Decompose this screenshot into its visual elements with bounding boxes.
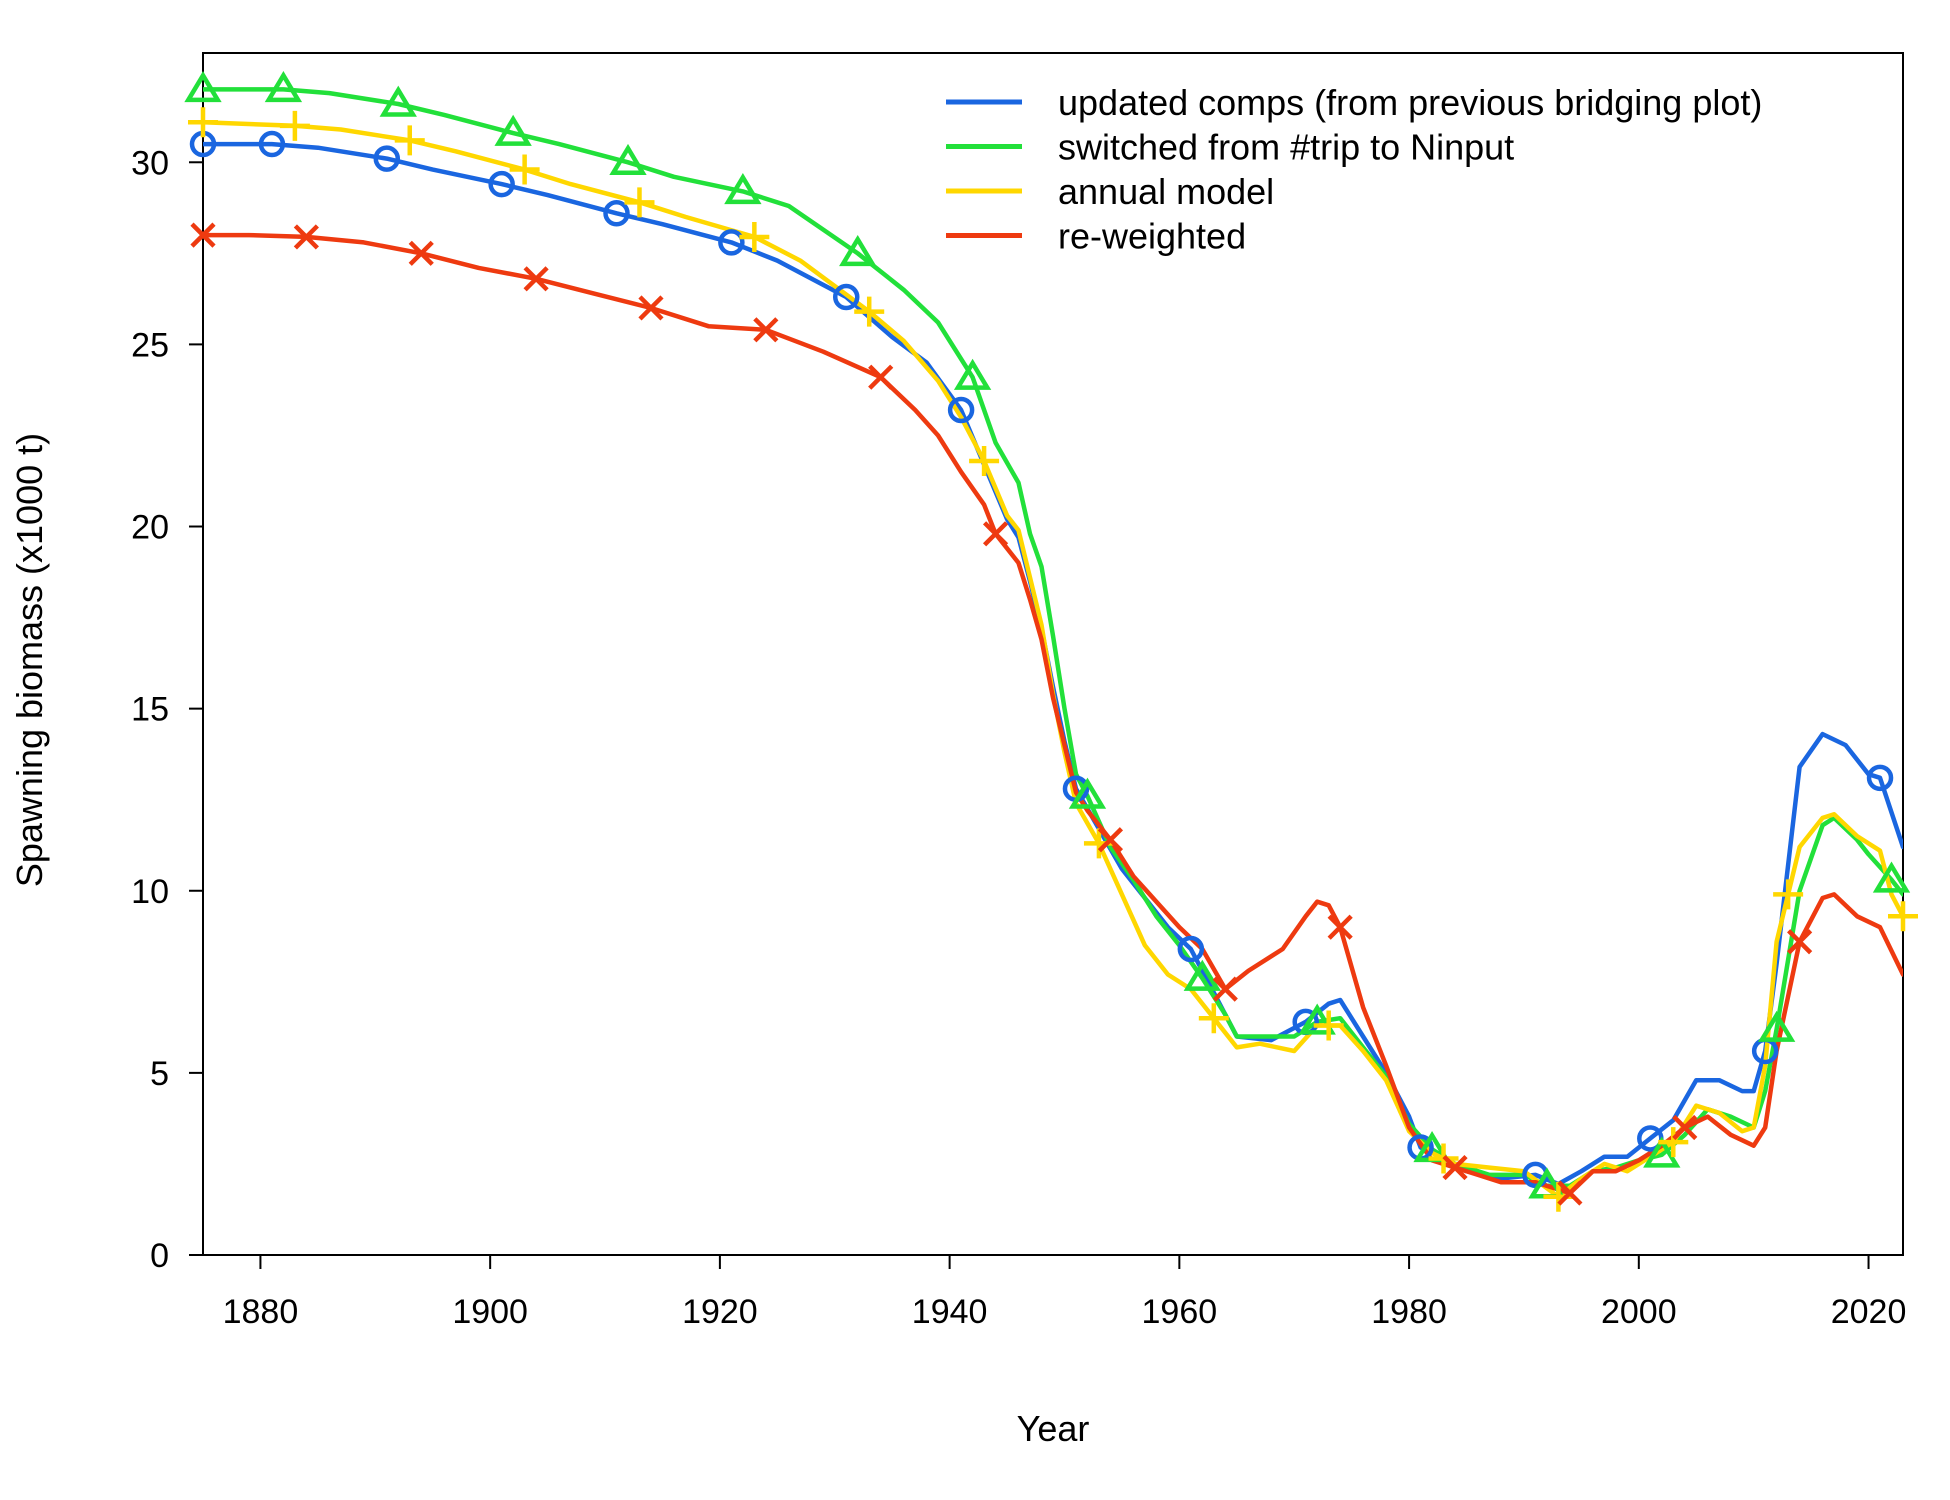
- x-tick-label: 1980: [1371, 1293, 1447, 1331]
- series-1-marker: [947, 396, 975, 424]
- y-tick-label: 10: [131, 873, 169, 911]
- legend-label-3: annual model: [1058, 171, 1274, 212]
- series-1-marker: [1177, 935, 1205, 963]
- series-line-3: [203, 119, 1903, 1199]
- series-2-marker: [724, 173, 762, 205]
- series-3-marker: [1313, 1010, 1344, 1041]
- series-2-marker: [184, 71, 222, 103]
- series-2-marker: [609, 143, 647, 176]
- x-tick-label: 1960: [1142, 1293, 1218, 1331]
- series-4-marker: [190, 222, 216, 248]
- series-4-marker: [1787, 929, 1813, 955]
- legend-label-4: re-weighted: [1058, 216, 1246, 257]
- series-2-marker: [1183, 959, 1221, 991]
- series-line-2: [203, 87, 1903, 1189]
- series-3-marker: [188, 107, 218, 138]
- series-2-marker: [379, 85, 417, 117]
- series-4-marker: [523, 266, 549, 292]
- x-tick-label: 2020: [1831, 1293, 1907, 1331]
- series-4-marker: [1672, 1114, 1698, 1141]
- series-3-marker: [1888, 901, 1918, 932]
- y-axis-title: Spawning biomass (x1000 t): [9, 433, 50, 887]
- series-2-marker: [839, 234, 877, 267]
- series-1-marker: [258, 130, 286, 158]
- series-4-marker: [1097, 827, 1124, 853]
- x-axis-title: Year: [1017, 1408, 1090, 1449]
- series-4-marker: [638, 295, 664, 321]
- series-line-1: [203, 141, 1903, 1187]
- legend-label-1: updated comps (from previous bridging pl…: [1058, 82, 1762, 123]
- y-tick-label: 25: [131, 326, 169, 364]
- series-4-marker: [1212, 976, 1238, 1002]
- series-4-marker: [293, 224, 319, 250]
- plot-frame: [202, 52, 1904, 1256]
- series-markers-layer: [184, 71, 1918, 1212]
- series-2-marker: [1298, 1003, 1336, 1035]
- series-3-marker: [509, 154, 540, 185]
- series-1-marker: [718, 229, 745, 256]
- series-1-marker: [603, 200, 630, 227]
- series-lines-layer: [203, 87, 1903, 1199]
- axes-layer: 1880 1900 1920 1940 1960 1980 2000 2020 0 5 10 15 20…: [131, 52, 1907, 1331]
- x-tick-label: 1900: [452, 1293, 528, 1331]
- legend: updated comps (from previous bridging pl…: [946, 82, 1762, 257]
- series-3-marker: [1198, 1003, 1229, 1034]
- series-2-marker: [1068, 777, 1107, 809]
- series-2-marker: [494, 114, 532, 146]
- legend-label-2: switched from #trip to Ninput: [1058, 127, 1514, 168]
- x-tick-label: 1940: [912, 1293, 988, 1331]
- series-3-marker: [739, 221, 770, 252]
- series-line-4: [203, 232, 1903, 1196]
- series-1-marker: [373, 145, 401, 172]
- x-tick-label: 1880: [223, 1293, 299, 1331]
- series-3-marker: [394, 125, 425, 156]
- series-2-marker: [1757, 1010, 1796, 1042]
- series-4-marker: [1557, 1180, 1583, 1206]
- y-tick-label: 5: [150, 1055, 169, 1093]
- series-2-marker: [1643, 1136, 1681, 1168]
- series-3-marker: [279, 110, 310, 141]
- series-4-marker: [753, 317, 779, 343]
- series-2-marker: [953, 358, 992, 390]
- x-tick-label: 2000: [1601, 1293, 1677, 1331]
- series-3-marker: [1658, 1127, 1689, 1158]
- series-3-marker: [1773, 879, 1804, 910]
- y-tick-label: 15: [131, 691, 169, 729]
- series-4-marker: [982, 521, 1009, 547]
- series-3-marker: [624, 187, 655, 218]
- series-4-marker: [868, 364, 894, 390]
- y-tick-label: 20: [131, 509, 169, 547]
- y-tick-label: 0: [150, 1237, 169, 1275]
- series-2-marker: [1872, 861, 1911, 893]
- series-1-marker: [488, 170, 515, 198]
- x-tick-label: 1920: [682, 1293, 758, 1331]
- series-1-marker: [1866, 764, 1894, 792]
- series-4-marker: [408, 240, 434, 266]
- series-2-marker: [264, 71, 303, 103]
- y-tick-label: 30: [131, 144, 169, 182]
- series-4-marker: [1442, 1154, 1468, 1181]
- series-1-marker: [832, 283, 860, 311]
- series-4-marker: [1327, 914, 1353, 940]
- series-3-marker: [969, 445, 1000, 476]
- series-3-marker: [854, 296, 885, 327]
